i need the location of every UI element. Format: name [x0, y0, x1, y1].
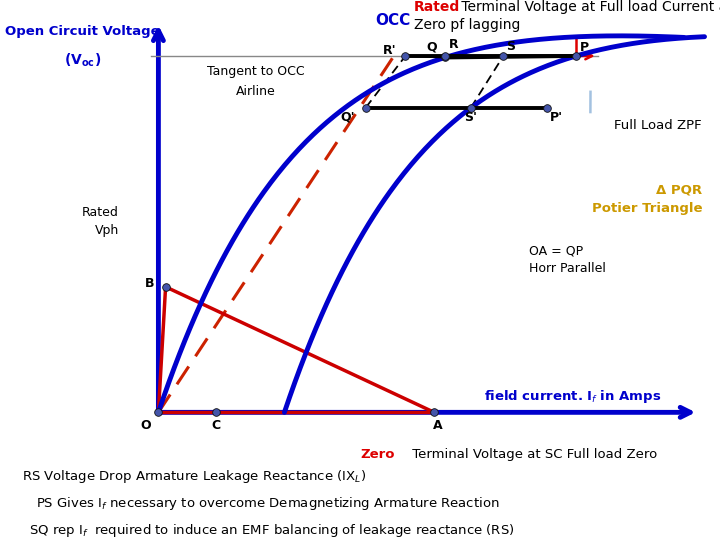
Text: Terminal Voltage at Full load Current at: Terminal Voltage at Full load Current at	[457, 0, 720, 14]
Text: Airline: Airline	[235, 85, 276, 98]
Text: RS Voltage Drop Armature Leakage Reactance (IX$_L$): RS Voltage Drop Armature Leakage Reactan…	[22, 468, 366, 485]
Text: R: R	[449, 38, 459, 51]
Text: Full Load ZPF: Full Load ZPF	[614, 119, 702, 132]
Text: Tangent to OCC: Tangent to OCC	[207, 65, 305, 78]
Text: OA = QP: OA = QP	[529, 245, 583, 258]
Text: A: A	[433, 419, 443, 433]
Text: Rated: Rated	[414, 0, 460, 14]
Text: PS Gives I$_f$ necessary to overcome Demagnetizing Armature Reaction: PS Gives I$_f$ necessary to overcome Dem…	[36, 495, 500, 511]
Text: Open Circuit Voltage: Open Circuit Voltage	[6, 25, 160, 38]
Text: B: B	[145, 277, 155, 290]
Text: O: O	[140, 419, 150, 433]
Text: OCC: OCC	[375, 12, 410, 28]
Text: field current. I$_f$ in Amps: field current. I$_f$ in Amps	[484, 388, 661, 405]
Text: Horr Parallel: Horr Parallel	[529, 262, 606, 275]
Text: Vph: Vph	[94, 224, 119, 237]
Text: Q: Q	[427, 40, 437, 53]
Text: S': S'	[464, 111, 477, 124]
Text: Zero pf lagging: Zero pf lagging	[414, 18, 521, 32]
Text: Q': Q'	[341, 111, 355, 124]
Text: Δ PQR: Δ PQR	[656, 184, 702, 197]
Text: Potier Triangle: Potier Triangle	[592, 202, 702, 215]
Text: Terminal Voltage at SC Full load Zero: Terminal Voltage at SC Full load Zero	[408, 448, 657, 461]
Text: SQ rep I$_f$  required to induce an EMF balancing of leakage reactance (RS): SQ rep I$_f$ required to induce an EMF b…	[29, 522, 514, 539]
Text: C: C	[212, 419, 220, 433]
Text: P: P	[580, 42, 589, 55]
Text: S: S	[506, 40, 515, 53]
Text: Zero: Zero	[360, 448, 395, 461]
Text: Rated: Rated	[82, 206, 119, 219]
Text: R': R'	[383, 44, 397, 57]
Text: (V$_{\mathregular{oc}}$): (V$_{\mathregular{oc}}$)	[64, 52, 102, 69]
Text: P': P'	[549, 111, 562, 124]
